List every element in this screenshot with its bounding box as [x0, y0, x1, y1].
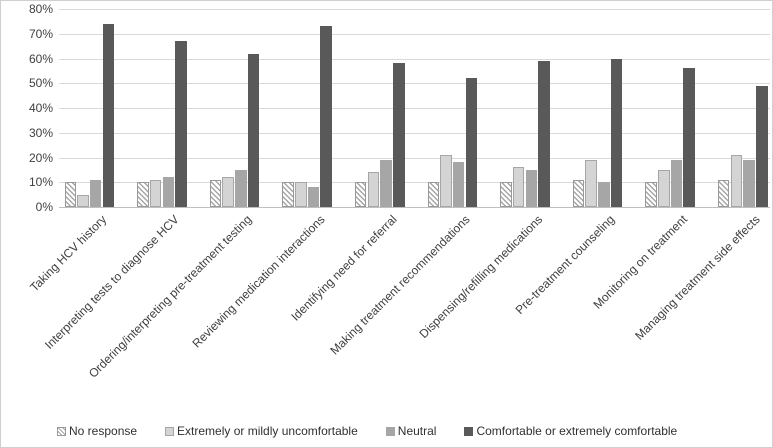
bar-medium: [598, 182, 610, 207]
bar-medium: [670, 159, 683, 207]
bar-light: [585, 159, 597, 207]
legend-swatch-medium-icon: [385, 426, 395, 436]
legend-label: No response: [69, 424, 138, 438]
bar-hatched: [64, 182, 76, 207]
x-axis-category-label: Making treatment recommendations: [327, 212, 473, 358]
gridline: [59, 83, 770, 85]
bar-dark: [538, 60, 550, 207]
legend-label: Extremely or mildly uncomfortable: [177, 424, 358, 438]
bar-hatched: [645, 182, 657, 207]
y-axis-tick-label: 30%: [28, 125, 53, 140]
bar-dark: [610, 58, 623, 207]
y-axis-tick-label: 10%: [28, 175, 53, 190]
bar-light: [367, 172, 380, 207]
bar-light: [440, 155, 452, 207]
y-axis-tick-label: 20%: [28, 150, 53, 165]
bar-hatched: [500, 182, 512, 207]
x-axis-category-label: Interpreting tests to diagnose HCV: [42, 212, 183, 352]
bar-dark: [393, 63, 405, 207]
y-axis-tick-label: 0%: [35, 200, 53, 214]
bar-medium: [452, 162, 465, 207]
gridline: [59, 9, 770, 10]
bar-light: [149, 179, 162, 207]
bar-light: [658, 169, 670, 207]
y-axis-tick-label: 80%: [28, 2, 53, 16]
x-axis-category-label: Taking HCV history: [27, 212, 110, 295]
bar-medium: [162, 177, 174, 207]
bar-light: [77, 194, 89, 207]
gridline: [59, 182, 770, 184]
bar-hatched: [282, 182, 294, 207]
bar-light: [222, 177, 234, 207]
legend-label: Comfortable or extremely comfortable: [476, 424, 678, 438]
legend-swatch-light-icon: [165, 426, 175, 436]
legend-swatch-dark-icon: [464, 426, 474, 436]
bar-hatched: [137, 182, 149, 207]
bar-medium: [743, 159, 755, 207]
y-axis-tick-label: 50%: [28, 76, 53, 91]
legend-swatch-hatched-icon: [57, 426, 66, 436]
bar-dark: [320, 26, 332, 207]
bar-medium: [235, 169, 247, 207]
legend-label: Neutral: [397, 424, 437, 438]
gridline: [59, 108, 770, 109]
x-axis-line: [59, 207, 770, 208]
gridline: [59, 33, 770, 35]
gridline: [59, 157, 770, 159]
y-axis-tick-label: 40%: [28, 101, 53, 115]
bar-light: [730, 155, 743, 207]
bar-hatched: [427, 182, 439, 207]
bar-medium: [525, 169, 537, 207]
y-axis-tick-label: 70%: [28, 26, 53, 41]
bar-hatched: [354, 182, 367, 207]
x-axis-category-label: Managing treatment side effects: [632, 212, 763, 343]
bar-dark: [465, 78, 478, 207]
bar-light: [295, 182, 307, 207]
y-axis-tick-label: 60%: [28, 51, 53, 66]
chart-legend: No response Extremely or mildly uncomfort…: [57, 424, 677, 438]
bar-medium: [380, 159, 392, 207]
bar-dark: [247, 53, 260, 207]
bar-medium: [307, 187, 320, 207]
bar-dark: [756, 85, 768, 207]
bar-hatched: [717, 179, 730, 207]
bar-dark: [102, 23, 115, 207]
gridline: [59, 132, 770, 134]
legend-item: Comfortable or extremely comfortable: [464, 424, 677, 438]
bar-light: [512, 167, 525, 207]
bar-medium: [89, 179, 102, 207]
legend-item: No response: [57, 424, 137, 438]
gridline: [59, 58, 770, 60]
x-axis-category-label: Dispensing/refilling medications: [416, 212, 546, 342]
bar-dark: [683, 68, 695, 207]
legend-item: Neutral: [385, 424, 437, 438]
x-axis-category-label: Ordering/interpreting pre-treatment test…: [86, 212, 255, 381]
legend-item: Extremely or mildly uncomfortable: [165, 424, 358, 438]
bar-dark: [175, 41, 187, 207]
x-axis-category-label: Reviewing medication interactions: [189, 212, 328, 351]
bar-hatched: [209, 179, 222, 207]
bar-hatched: [572, 179, 585, 207]
